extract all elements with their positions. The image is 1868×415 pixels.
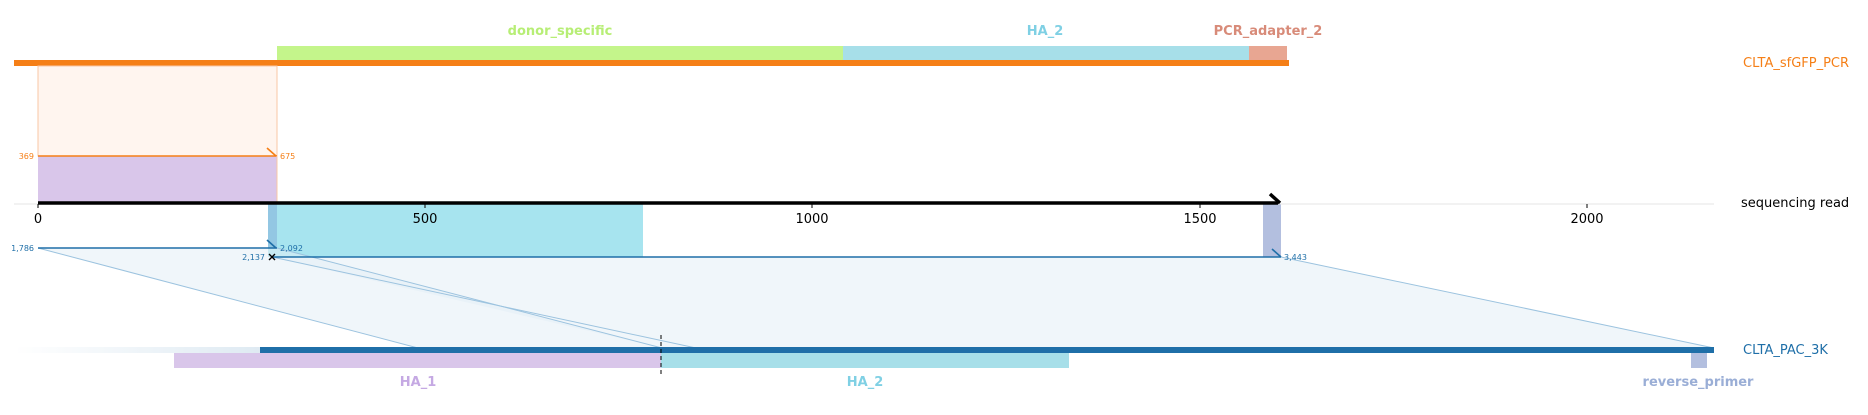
tick-label-2000: 2000 [1570, 212, 1603, 227]
tick-label-1000: 1000 [795, 212, 828, 227]
read-axis-group: sequencing read 0 500 1000 1500 2000 [14, 192, 1849, 227]
feature-label-donor-specific: donor_specific [508, 24, 613, 39]
bottom-alignment-1-shade [38, 248, 662, 348]
tick-label-500: 500 [413, 212, 438, 227]
feature-label-ha2-top: HA_2 [1027, 24, 1064, 39]
tick-label-0: 0 [34, 212, 42, 227]
bottom-alignment-2-start: 2,137 [242, 253, 265, 262]
read-span-reverse-primer [1263, 204, 1281, 257]
bottom-alignment-1-start: 1,786 [11, 244, 34, 253]
bottom-alignment-2-arrowhead [1271, 248, 1282, 258]
feature-label-reverse-primer: reverse_primer [1643, 375, 1755, 390]
bottom-alignment-1-arrowhead [266, 239, 277, 249]
bottom-alignment-2-start-cross [268, 253, 276, 261]
top-reference-group: donor_specific HA_2 PCR_adapter_2 CLTA_s… [14, 24, 1849, 71]
top-alignment-shade [37, 65, 278, 157]
bottom-alignment-1-end: 2,092 [280, 244, 303, 253]
feature-bar-ha1 [174, 353, 661, 368]
feature-bar-pcr-adapter-2 [1249, 46, 1287, 60]
bottom-alignment-2-end: 3,443 [1284, 253, 1307, 262]
read-span-cyan [268, 204, 643, 257]
top-reference-line [14, 60, 1289, 66]
feature-label-ha1: HA_1 [400, 375, 437, 390]
top-alignment-group: 369 675 [19, 65, 295, 202]
bottom-alignment-2-shade [272, 257, 1714, 348]
top-alignment-read-span [38, 156, 277, 202]
top-alignment-start: 369 [19, 152, 34, 161]
bottom-alignment-2-guide-left [271, 256, 697, 349]
feature-bar-reverse-primer [1691, 353, 1707, 368]
bottom-alignment-1-guide-right [276, 247, 663, 349]
top-alignment-end: 675 [280, 152, 295, 161]
top-alignment-arrowhead [266, 147, 277, 157]
read-axis-ticks: 0 500 1000 1500 2000 [34, 204, 1604, 227]
bottom-alignment-2-guide-right [1280, 256, 1715, 349]
bottom-alignment-1-guide-left [37, 247, 419, 349]
read-arrowhead [1268, 192, 1282, 205]
bottom-reference-group: HA_1 HA_2 reverse_primer CLTA_PAC_3K [14, 335, 1828, 390]
tick-label-1500: 1500 [1183, 212, 1216, 227]
feature-label-ha2-bottom: HA_2 [847, 375, 884, 390]
feature-bar-ha2-top [843, 46, 1249, 60]
bottom-reference-line-solid [260, 347, 1714, 353]
feature-label-pcr-adapter-2: PCR_adapter_2 [1214, 24, 1323, 39]
feature-bar-donor-specific [277, 46, 843, 60]
feature-bar-ha2-bottom [661, 353, 1069, 368]
top-reference-name: CLTA_sfGFP_PCR [1743, 56, 1849, 71]
read-span-left-tick [268, 204, 277, 249]
bottom-reference-name: CLTA_PAC_3K [1743, 343, 1828, 358]
bottom-alignments-group: 1,786 2,092 2,137 3,443 [11, 239, 1715, 349]
read-name: sequencing read [1741, 196, 1849, 211]
